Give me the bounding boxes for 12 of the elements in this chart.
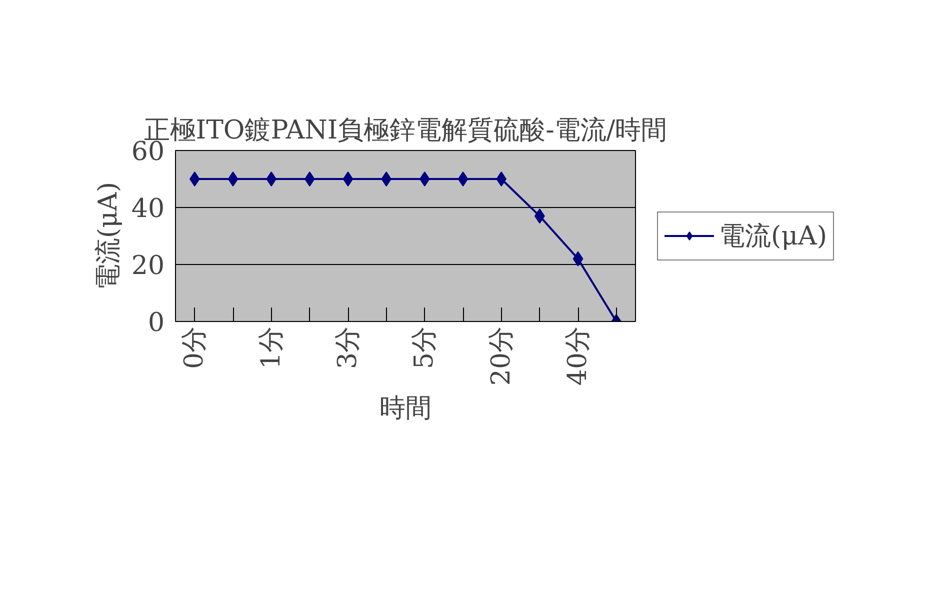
x-tick-label: 20分 — [486, 326, 516, 386]
x-axis-title: 時間 — [380, 394, 432, 424]
x-tick-label: 40分 — [563, 326, 593, 386]
y-tick-label: 20 — [131, 251, 165, 281]
x-tick-label: 1分 — [256, 326, 286, 370]
x-tick-label: 5分 — [410, 326, 440, 370]
legend-label: 電流(μA) — [719, 220, 827, 253]
y-tick-label: 0 — [148, 308, 165, 338]
y-tick-label: 40 — [131, 194, 165, 224]
x-tick-label: 0分 — [180, 326, 210, 370]
x-tick-label: 3分 — [333, 326, 363, 370]
y-axis-title: 電流(μA) — [93, 182, 124, 290]
